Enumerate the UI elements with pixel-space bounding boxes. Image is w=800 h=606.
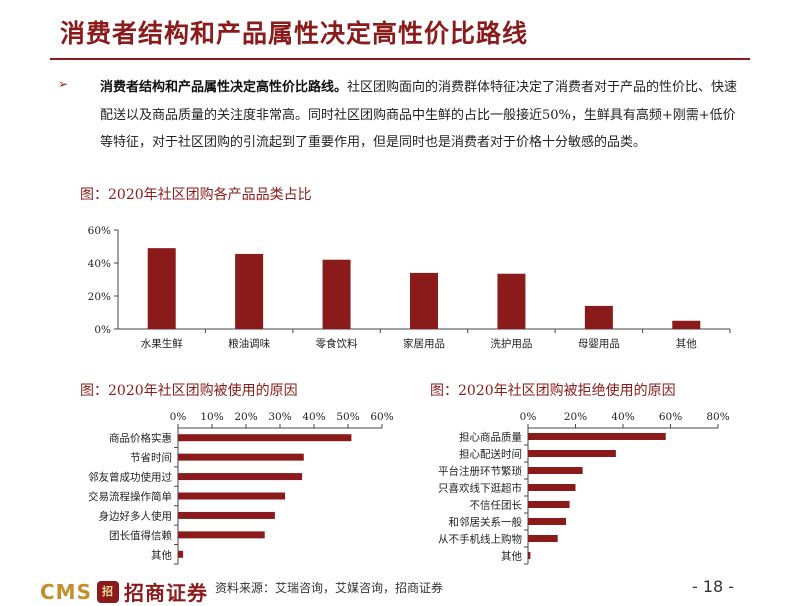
chart3-x-tick-label: 40%	[611, 411, 634, 423]
bullet-arrow-icon: ➢	[58, 77, 69, 91]
chart2-y-tick-label: 商品价格实惠	[109, 432, 172, 445]
chart2-bar	[178, 492, 286, 500]
chart3-bar	[528, 501, 570, 508]
page-number: - 18 -	[692, 577, 735, 596]
chart1-x-tick-label: 水果生鲜	[141, 337, 183, 350]
chart1-bar	[672, 320, 701, 329]
chart3-bar	[528, 484, 576, 491]
chart3-y-tick-label: 平台注册环节繁琐	[438, 465, 522, 478]
chart1-bar	[147, 248, 176, 329]
cms-logo: CMS 招 招商证券	[40, 577, 208, 606]
chart2-bar	[178, 550, 184, 558]
chart3-y-tick-label: 不信任团长	[470, 499, 523, 512]
chart3-bar	[528, 450, 616, 457]
chart1-y-tick-label: 60%	[88, 225, 111, 237]
chart1-y-tick-label: 40%	[88, 258, 111, 270]
logo-badge-icon: 招	[96, 580, 119, 603]
chart3-y-tick-label: 担心配送时间	[459, 448, 522, 461]
chart1-x-tick-label: 洗护用品	[490, 337, 532, 350]
chart2-y-tick-label: 邻友曾成功使用过	[88, 471, 172, 484]
chart3-x-tick-label: 20%	[564, 411, 587, 423]
chart1-x-tick-label: 零食饮料	[316, 337, 358, 350]
chart2-y-tick-label: 交易流程操作简单	[88, 490, 172, 503]
source-note: 资料来源：艾瑞咨询，艾媒咨询，招商证券	[215, 581, 444, 595]
chart3-y-tick-label: 从不手机线上购物	[438, 533, 522, 546]
chart3-y-tick-label: 担心商品质量	[459, 431, 522, 444]
chart1-x-tick-label: 母婴用品	[578, 338, 620, 350]
chart2-x-tick-label: 0%	[170, 411, 187, 423]
chart2-x-tick-label: 20%	[234, 411, 257, 423]
title-divider	[50, 58, 750, 60]
chart1-bar	[410, 272, 438, 329]
chart3-title: 图：2020年社区团购被拒绝使用的原因	[430, 383, 676, 399]
chart1-bar	[584, 305, 613, 329]
chart1-x-tick-label: 其他	[676, 337, 697, 350]
paragraph-lead: 消费者结构和产品属性决定高性价比路线。	[100, 80, 348, 95]
chart1-title: 图：2020年社区团购各产品品类占比	[80, 187, 312, 203]
chart2-bar	[178, 473, 303, 481]
chart1-x-tick-label: 粮油调味	[228, 337, 270, 350]
chart2-bar	[178, 453, 304, 461]
paragraph-body: 社区团购面向的消费群体特征决定了消费者对于产品的性价比、快速配送以及商品质量的关…	[100, 80, 738, 150]
chart1-bar	[235, 253, 264, 329]
chart3-y-tick-label: 其他	[501, 550, 522, 563]
chart1-x-tick-label: 家居用品	[403, 337, 445, 350]
chart3-bar	[528, 433, 666, 440]
chart2-bar	[178, 531, 265, 539]
chart3-bar	[528, 552, 531, 559]
page-title: 消费者结构和产品属性决定高性价比路线	[60, 19, 529, 48]
chart2-x-tick-label: 60%	[370, 411, 393, 423]
chart3-x-tick-label: 80%	[706, 411, 729, 423]
chart2-y-tick-label: 其他	[151, 548, 172, 561]
chart1-y-tick-label: 0%	[94, 324, 111, 336]
chart2-x-tick-label: 40%	[302, 411, 325, 423]
chart1-y-tick-label: 20%	[88, 291, 111, 303]
chart2-x-tick-label: 10%	[200, 411, 223, 423]
chart3-y-tick-label: 只喜欢线下逛超市	[438, 482, 522, 495]
chart1-bar	[497, 273, 526, 329]
chart3-bar	[528, 535, 558, 542]
chart2-bar	[178, 434, 352, 442]
chart3-y-tick-label: 和邻居关系一般	[449, 516, 523, 529]
chart3-x-tick-label: 0%	[520, 411, 537, 423]
intro-paragraph: 消费者结构和产品属性决定高性价比路线。社区团购面向的消费群体特征决定了消费者对于…	[100, 74, 740, 157]
chart3-bar	[528, 518, 566, 525]
chart3-x-tick-label: 60%	[659, 411, 682, 423]
chart3-bar	[528, 467, 583, 474]
chart2-y-tick-label: 团长值得信赖	[109, 529, 172, 542]
logo-company-name: 招商证券	[123, 581, 208, 605]
chart2-y-tick-label: 节省时间	[130, 451, 172, 464]
chart2-x-tick-label: 30%	[268, 411, 291, 423]
chart2-title: 图：2020年社区团购被使用的原因	[80, 383, 298, 399]
chart1-bar	[322, 259, 351, 329]
chart2-bar	[178, 511, 275, 519]
chart2-x-tick-label: 50%	[336, 411, 359, 423]
chart2-y-tick-label: 身边好多人使用	[99, 509, 173, 522]
